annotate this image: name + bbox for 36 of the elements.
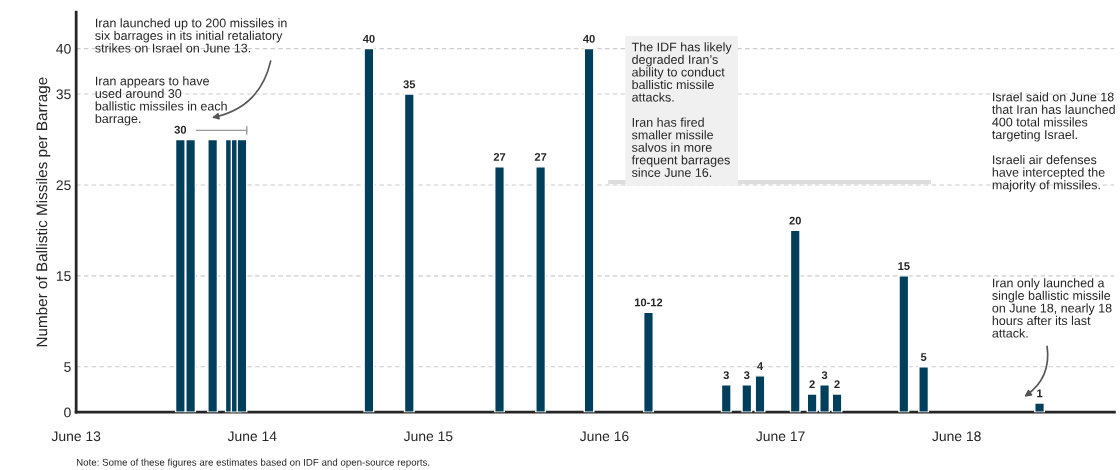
y-tick-label: 40 xyxy=(56,43,71,54)
data-label: 27 xyxy=(493,153,506,161)
y-tick-label: 0 xyxy=(64,407,71,418)
data-label: 30 xyxy=(174,125,187,134)
data-label: 4 xyxy=(757,362,764,370)
x-tick-label: June 13 xyxy=(51,431,101,442)
x-tick-label: June 16 xyxy=(579,431,629,442)
y-tick-label: 15 xyxy=(56,271,71,282)
annotation: Israel said on June 18 that Iran has launched 400 total missiles targeting Israel. Israeli air defenses have intercepted the majority of missiles. xyxy=(992,92,1115,192)
x-tick-label: June 18 xyxy=(932,431,981,442)
x-tick-label: June 15 xyxy=(403,431,453,442)
data-label: 40 xyxy=(362,34,375,43)
data-label: 3 xyxy=(743,371,750,380)
data-label: 5 xyxy=(920,353,927,361)
annotation: Iran only launched a single ballistic missile on June 18, nearly 18 hours after its last attack. xyxy=(992,278,1112,338)
data-label: 20 xyxy=(789,216,801,225)
annotation: Iran launched up to 200 missiles in six barrages in its initial retaliatory strikes on Israel on June 13. xyxy=(95,18,287,53)
data-label: 1 xyxy=(1037,389,1043,398)
data-label: 15 xyxy=(898,262,910,270)
y-tick-label: 35 xyxy=(56,89,71,100)
text: The IDF has likely degraded Iran’s ability to conduct ballistic missile attacks. Iran has fired smaller missile salvos in more frequent barrages since June 16. xyxy=(631,42,732,177)
x-tick-label: June 14 xyxy=(227,431,277,442)
data-label: 3 xyxy=(821,371,828,380)
data-label: 3 xyxy=(723,371,729,380)
y-axis-title: Number of Ballistic Missiles per Barrage xyxy=(36,77,51,347)
x-tick-label: June 17 xyxy=(756,431,805,442)
data-label: 10-12 xyxy=(634,298,663,307)
data-label: 35 xyxy=(403,80,416,89)
data-label: 40 xyxy=(583,34,595,43)
y-tick-label: 25 xyxy=(56,180,71,191)
data-label: 2 xyxy=(834,380,840,389)
annotation: Iran appears to have used around 30 ballistic missiles in each barrage. xyxy=(95,76,227,126)
data-label: 2 xyxy=(809,380,815,389)
y-tick-label: 5 xyxy=(64,362,71,372)
data-label: 27 xyxy=(534,153,547,161)
text: Note: Some of these figures are estimates based on IDF and open-source reports. xyxy=(76,458,430,468)
